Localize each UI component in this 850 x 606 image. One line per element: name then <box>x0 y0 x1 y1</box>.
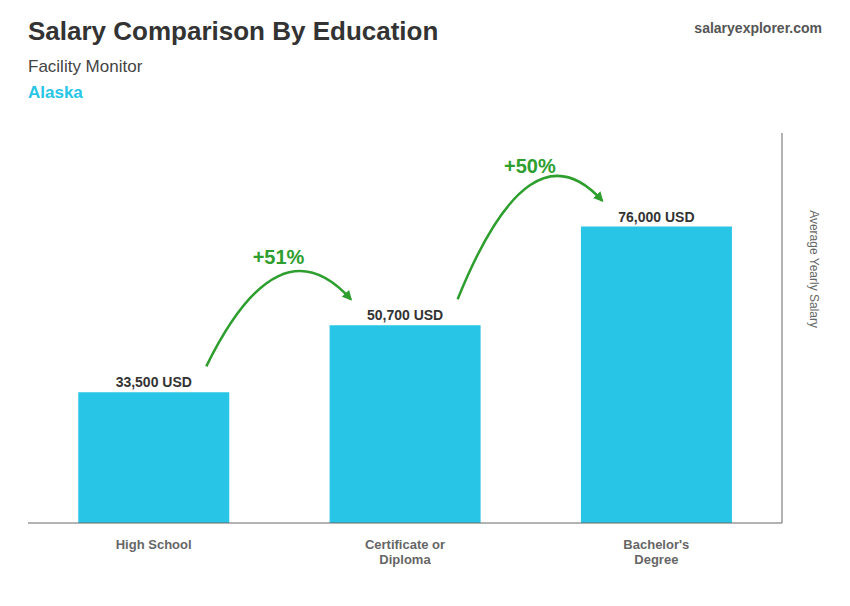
svg-text:Certificate orDiploma: Certificate orDiploma <box>365 537 445 568</box>
html-text:Alaska: Alaska <box>28 83 83 102</box>
svg-text:Bachelor'sDegree: Bachelor'sDegree <box>623 537 689 568</box>
svg-text:+51%: +51% <box>253 246 305 268</box>
svg-text:High School: High School <box>116 537 192 552</box>
svg-text:Average Yearly Salary: Average Yearly Salary <box>807 210 821 328</box>
svg-text:50,700 USD: 50,700 USD <box>367 307 443 323</box>
html-text:salaryexplorer.com: salaryexplorer.com <box>694 20 822 36</box>
svg-text:+50%: +50% <box>504 155 556 177</box>
svg-text:76,000 USD: 76,000 USD <box>618 209 694 225</box>
svg-text:33,500 USD: 33,500 USD <box>116 374 192 390</box>
html-text:Salary Comparison By Education: Salary Comparison By Education <box>28 16 439 46</box>
html-text:Facility Monitor: Facility Monitor <box>28 57 143 76</box>
